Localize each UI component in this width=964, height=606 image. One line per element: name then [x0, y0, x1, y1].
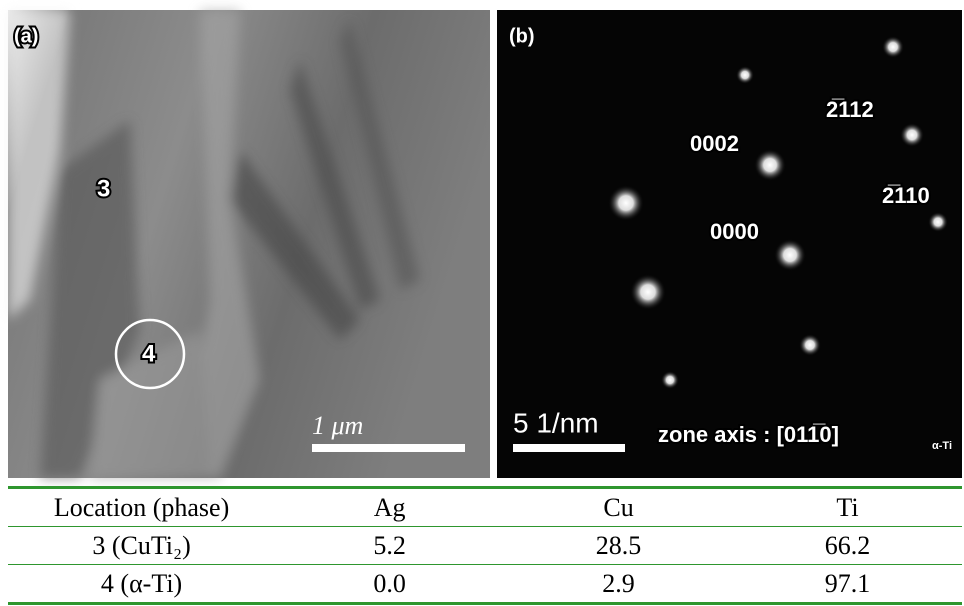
location-marker: 4: [142, 340, 156, 367]
panel-label: (b): [509, 25, 535, 47]
header-cell: Cu: [504, 488, 733, 527]
cell: 4 (α-Ti): [8, 565, 275, 604]
spot-label: 0000: [710, 219, 759, 244]
composition-table: Location (phase) Ag Cu Ti 3 (CuTi₂) 5.2 …: [8, 486, 962, 605]
header-cell: Location (phase): [8, 488, 275, 527]
scale-bar-label: 5 1/nm: [513, 407, 599, 438]
micrograph-a: [8, 10, 490, 478]
panel-label: (a): [14, 25, 38, 47]
header-cell: Ti: [733, 488, 962, 527]
zone-axis-subscript: α-Ti: [932, 440, 952, 452]
cell: 97.1: [733, 565, 962, 604]
header-row: Location (phase) Ag Cu Ti: [8, 488, 962, 527]
spot-label: 2̅112: [826, 97, 874, 122]
cell: 0.0: [275, 565, 504, 604]
spot-label: 0002: [690, 131, 739, 156]
row: 4 (α-Ti) 0.0 2.9 97.1: [8, 565, 962, 604]
scale-bar-label: 1 μm: [312, 411, 363, 440]
row: 3 (CuTi₂) 5.2 28.5 66.2: [8, 527, 962, 565]
header-cell: Ag: [275, 488, 504, 527]
cell: 66.2: [733, 527, 962, 565]
location-marker: 3: [97, 175, 110, 202]
spot-label: 2̅110: [882, 183, 930, 208]
cell: 28.5: [504, 527, 733, 565]
cell: 2.9: [504, 565, 733, 604]
figure: (a) 3 4 1 μm (b) 0002 0000 2̅112 2̅110 5…: [0, 0, 964, 486]
cell: 5.2: [275, 527, 504, 565]
zone-axis: zone axis : [011̅0]: [658, 422, 839, 447]
page: (a) 3 4 1 μm (b) 0002 0000 2̅112 2̅110 5…: [0, 0, 964, 606]
cell: 3 (CuTi₂): [8, 527, 275, 565]
